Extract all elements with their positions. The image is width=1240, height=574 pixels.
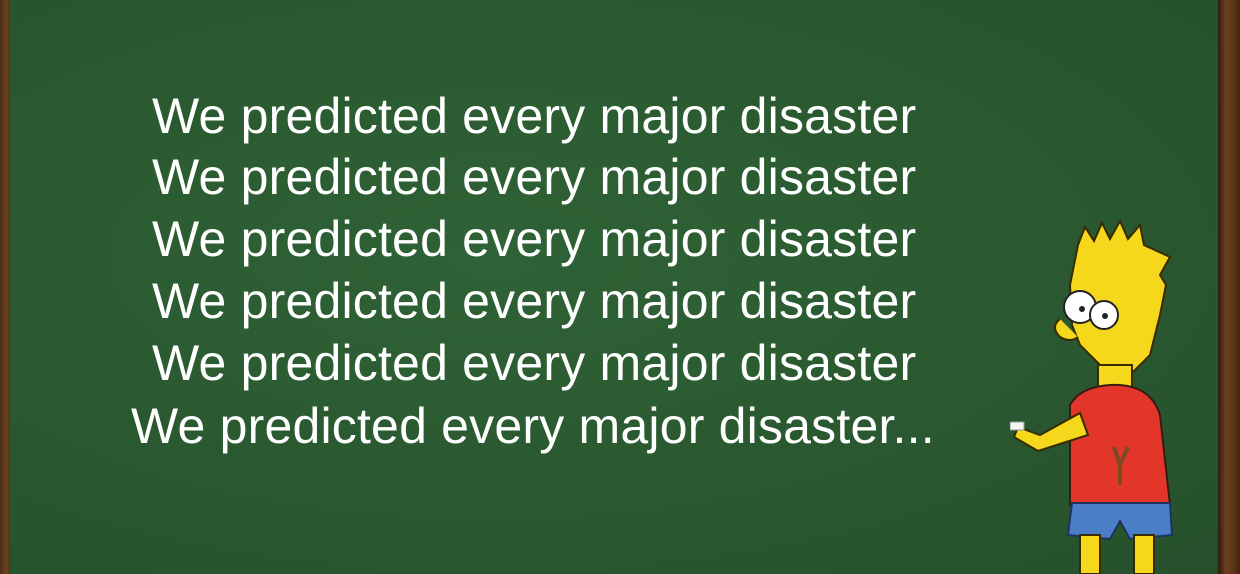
- pupil-left: [1079, 306, 1085, 312]
- chalk-line: We predicted every major disaster: [152, 88, 917, 144]
- head-shape: [1068, 218, 1172, 377]
- chalk-line: We predicted every major disaster: [152, 149, 917, 205]
- chalk-line: We predicted every major disaster: [152, 335, 917, 391]
- chalk-line: We predicted every major disaster: [152, 273, 917, 329]
- chalk-line: We predicted every major disaster: [152, 211, 917, 267]
- shirt: [1069, 383, 1172, 506]
- leg-right: [1133, 534, 1155, 574]
- pupil-right: [1102, 313, 1108, 319]
- chalk-line: We predicted every major disaster...: [131, 398, 935, 454]
- leg-left: [1079, 534, 1101, 574]
- nose-mouth: [1054, 318, 1079, 341]
- chalk-icon: [1010, 421, 1025, 431]
- chalkboard: [10, 0, 1218, 574]
- arm-raised: [1012, 411, 1090, 453]
- chalkboard-frame-right: [1218, 0, 1240, 574]
- shorts: [1066, 502, 1174, 541]
- slingshot-icon: [1112, 446, 1130, 485]
- cartoon-character-illustration: [1010, 218, 1174, 574]
